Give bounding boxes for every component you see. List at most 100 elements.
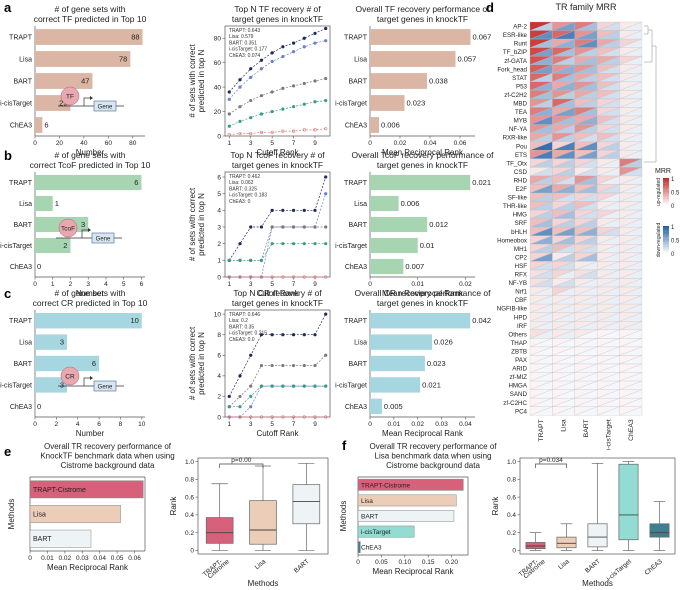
panel-label-f: f — [342, 438, 347, 453]
legend-down-label: down-regulated — [656, 223, 662, 258]
bar-category-label: ChEA3 — [361, 545, 382, 552]
data-point — [324, 26, 328, 31]
bar — [35, 237, 71, 254]
data-point — [238, 394, 242, 399]
bar-value-label: 88 — [131, 33, 139, 42]
x-tick-label: ChEA3 — [643, 558, 664, 577]
x-tick-label: 1 — [51, 281, 55, 288]
x-axis-label: Cutoff Rank — [256, 429, 299, 438]
data-point — [313, 333, 317, 337]
data-point — [291, 84, 296, 88]
y-tick-label: 0 — [217, 133, 221, 140]
data-point — [259, 112, 264, 116]
bar — [370, 334, 433, 350]
data-point — [324, 98, 328, 103]
series-line — [229, 28, 326, 93]
bar-category-label: ChEA3 — [345, 123, 367, 130]
data-point — [227, 275, 231, 279]
heatmap-row-label: MH1 — [514, 246, 528, 253]
legend-up-gradient-step — [663, 182, 669, 184]
gene-label: Gene — [96, 237, 111, 243]
heatmap-row-label: SRF — [515, 220, 528, 227]
series-line — [229, 385, 326, 418]
heatmap-row-label: CBF — [515, 297, 528, 304]
chart-title: Overall TR recovery performance of — [44, 442, 172, 451]
bar-category-label: BART — [361, 514, 378, 521]
series-line — [229, 243, 326, 261]
chart-title: # of gene sets with — [55, 288, 126, 298]
data-point — [270, 333, 274, 337]
y-axis-label: Rank — [169, 496, 178, 516]
box — [649, 523, 670, 538]
data-point — [249, 415, 253, 419]
data-point — [313, 208, 317, 212]
chart-title: Overall TR recovery performance of — [369, 442, 497, 451]
data-point — [281, 384, 285, 388]
y-tick-label: 4 — [217, 208, 221, 215]
tf-ball — [58, 218, 78, 238]
legend-entry: TRAPT: 0.643 — [229, 28, 260, 34]
y-tick-label: 3 — [217, 224, 221, 231]
data-point — [270, 384, 274, 388]
data-point — [313, 41, 317, 45]
data-point — [291, 225, 296, 229]
bar-category-label: ChEA3 — [10, 404, 32, 411]
x-tick-label: 0.03 — [76, 555, 89, 562]
heatmap-row-label: Fork_head — [497, 66, 527, 73]
heatmap-row-label: SAND — [510, 391, 528, 398]
legend-entry: ChEA3: 0.074 — [229, 53, 260, 59]
data-point — [302, 208, 306, 212]
x-axis-label: Mean Reciprocal Rank — [382, 148, 464, 157]
legend-up-gradient-step — [663, 194, 669, 197]
legend-entry: TRAPT: 0.646 — [229, 312, 260, 318]
legend-down-gradient-step — [663, 234, 669, 236]
tf-label: TcoF — [61, 226, 75, 233]
chart-title: target genes in knockTF — [232, 298, 323, 308]
bar-category-label: TRAPT-Cistrome — [361, 482, 411, 489]
x-tick-label: 9 — [313, 140, 317, 147]
x-tick-label: 1 — [227, 421, 231, 428]
data-point — [281, 275, 285, 279]
bar-value-label: 0 — [37, 262, 41, 271]
legend-up-gradient-step — [663, 185, 669, 187]
x-tick-label: 10 — [138, 421, 146, 428]
bar-value-label: 3 — [81, 220, 85, 229]
bar-value-label: 0.01 — [420, 241, 435, 250]
legend-down-gradient-step — [663, 233, 669, 235]
chart-title: correct TF predicted in Top 10 — [34, 14, 147, 24]
data-point — [238, 242, 242, 246]
bar-value-label: 6 — [134, 178, 138, 187]
bar — [357, 478, 464, 491]
y-tick-label: 0.2 — [507, 530, 516, 537]
data-point — [259, 58, 264, 62]
data-point — [227, 394, 231, 399]
box — [618, 463, 639, 541]
heatmap-row-label: Nrf1 — [515, 289, 527, 296]
bar-value-label: 0.021 — [472, 178, 491, 187]
x-tick-label: 3 — [249, 421, 253, 428]
data-point — [291, 363, 296, 368]
x-tick-label: 0.02 — [59, 555, 72, 562]
data-point — [259, 275, 264, 279]
bar — [370, 258, 404, 275]
heatmap-row-label: MBD — [513, 101, 527, 108]
data-point — [270, 59, 274, 64]
bar-category-label: i-cisTarget — [0, 101, 32, 108]
legend-down-gradient-step — [663, 248, 669, 250]
data-point — [302, 275, 306, 279]
bar — [357, 494, 457, 507]
x-tick-label: 0 — [368, 421, 372, 428]
bar-category-label: i-cisTarget — [335, 243, 367, 250]
chart-title: TR family MRR — [556, 2, 617, 12]
data-point — [291, 415, 296, 419]
bar-value-label: 0.067 — [473, 33, 492, 42]
bar — [370, 29, 471, 45]
legend-entry: i-cisTarget: 0.177 — [229, 47, 267, 53]
y-axis-label: # of sets with correct — [188, 44, 197, 118]
x-tick-label: 6 — [140, 281, 144, 288]
series-line — [229, 176, 327, 261]
x-tick-label: 0.04 — [424, 140, 437, 147]
